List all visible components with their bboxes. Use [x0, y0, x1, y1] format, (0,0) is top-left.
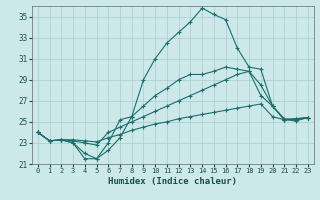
X-axis label: Humidex (Indice chaleur): Humidex (Indice chaleur) [108, 177, 237, 186]
